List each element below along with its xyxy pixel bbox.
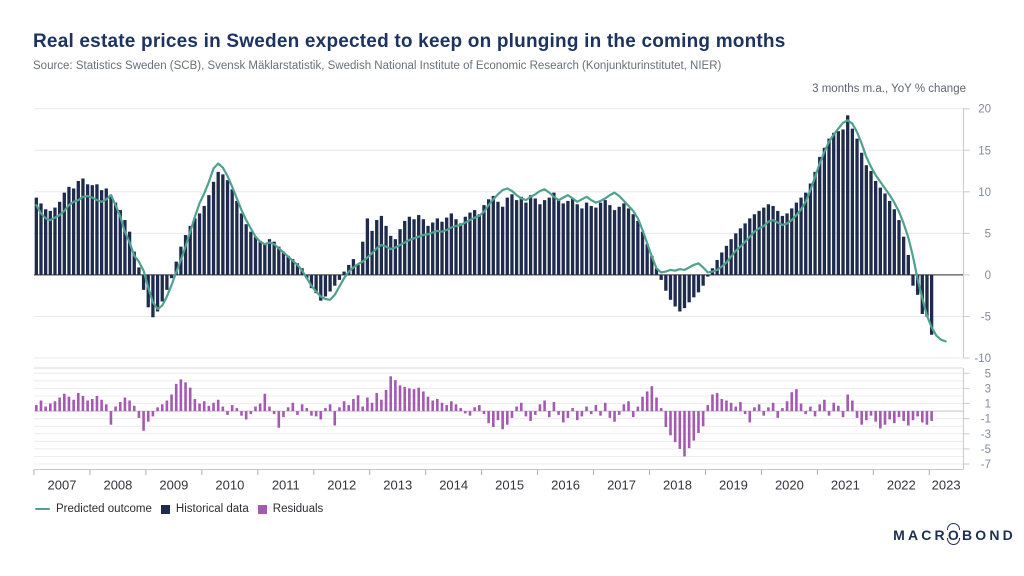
logo-text-prefix: MACR <box>893 527 948 543</box>
svg-text:2016: 2016 <box>551 478 580 493</box>
svg-text:2007: 2007 <box>48 478 77 493</box>
svg-text:1: 1 <box>985 399 991 411</box>
legend-label-residuals: Residuals <box>272 503 324 515</box>
logo-o-icon: O <box>946 523 962 545</box>
svg-text:2011: 2011 <box>272 478 300 493</box>
svg-text:2013: 2013 <box>383 478 412 493</box>
svg-text:-10: -10 <box>974 353 991 365</box>
svg-text:20: 20 <box>978 104 991 116</box>
macrobond-logo: MACROBOND <box>893 523 1016 545</box>
svg-text:-3: -3 <box>981 429 991 441</box>
svg-text:2021: 2021 <box>831 478 860 493</box>
svg-text:3: 3 <box>985 383 991 395</box>
residuals-square-swatch <box>257 504 267 514</box>
svg-text:2019: 2019 <box>719 478 748 493</box>
svg-text:2015: 2015 <box>495 478 524 493</box>
predicted-line-swatch <box>35 507 50 511</box>
predicted-line <box>35 119 947 343</box>
axis-unit-note: 3 months m.a., YoY % change <box>812 83 966 95</box>
y-axes: 20 15 10 5 0 -5 -10 5 3 1 -1 -3 -5 -7 <box>963 104 991 471</box>
residual-bars <box>35 376 933 457</box>
svg-text:0: 0 <box>985 270 991 282</box>
legend: Predicted outcome Historical data Residu… <box>35 503 323 515</box>
svg-text:2010: 2010 <box>215 478 244 493</box>
svg-text:-1: -1 <box>981 414 991 426</box>
legend-item-predicted: Predicted outcome <box>35 503 152 515</box>
svg-text:5: 5 <box>985 368 991 380</box>
svg-text:2020: 2020 <box>775 478 804 493</box>
source-note: Source: Statistics Sweden (SCB), Svensk … <box>33 60 722 72</box>
svg-text:2023: 2023 <box>932 478 961 493</box>
legend-label-historical: Historical data <box>175 503 249 515</box>
svg-text:-7: -7 <box>981 459 991 471</box>
svg-text:-5: -5 <box>981 444 991 456</box>
svg-text:2022: 2022 <box>887 478 916 493</box>
svg-text:5: 5 <box>985 228 991 240</box>
svg-text:2014: 2014 <box>439 478 468 493</box>
legend-item-historical: Historical data <box>160 503 249 515</box>
historical-square-swatch <box>160 504 170 514</box>
svg-text:2018: 2018 <box>663 478 692 493</box>
svg-text:10: 10 <box>978 187 991 199</box>
svg-text:2008: 2008 <box>103 478 132 493</box>
page-title: Real estate prices in Sweden expected to… <box>33 31 786 52</box>
legend-label-predicted: Predicted outcome <box>56 503 152 515</box>
logo-text-suffix: BOND <box>961 527 1016 543</box>
svg-text:2017: 2017 <box>607 478 636 493</box>
svg-text:2012: 2012 <box>327 478 356 493</box>
svg-text:15: 15 <box>978 145 991 157</box>
legend-item-residuals: Residuals <box>257 503 324 515</box>
x-axis: 2007 2008 2009 2010 2011 2012 2013 2014 2015 2016… <box>33 469 961 493</box>
svg-text:-5: -5 <box>981 311 991 323</box>
historical-bars <box>34 115 934 335</box>
svg-text:2009: 2009 <box>159 478 188 493</box>
